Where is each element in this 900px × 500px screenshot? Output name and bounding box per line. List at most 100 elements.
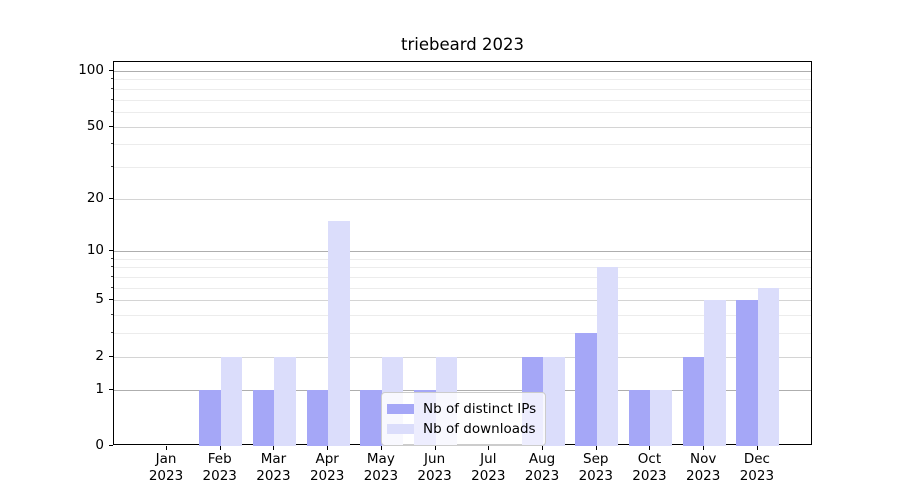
chart-title: triebeard 2023 (401, 35, 524, 54)
x-tick-year: 2023 (739, 468, 775, 484)
minor-gridline (114, 333, 811, 335)
minor-gridline (114, 267, 811, 269)
x-tick-mark (488, 446, 490, 450)
major-gridline (114, 126, 811, 128)
bar-nb-of-downloads (704, 300, 726, 446)
x-tick-year: 2023 (417, 468, 452, 484)
bar-nb-of-distinct-ips (575, 333, 597, 446)
y-tick-label: 0 (95, 437, 104, 453)
y-minor-tick-mark (111, 257, 113, 259)
legend-swatch-icon (387, 404, 414, 414)
major-gridline (114, 389, 811, 391)
x-tick-month: Feb (207, 451, 232, 467)
bar-nb-of-distinct-ips (306, 389, 329, 446)
y-tick-mark (109, 197, 113, 199)
x-tick-label: Apr 2023 (294, 451, 360, 485)
x-tick-label: Feb 2023 (187, 451, 253, 485)
y-minor-tick-mark (111, 332, 113, 334)
x-tick-label: Jun 2023 (402, 451, 468, 485)
x-tick-mark (327, 446, 329, 450)
legend-row: Nb of distinct IPs (387, 399, 536, 419)
legend-label: Nb of downloads (423, 420, 536, 437)
x-tick-month: Jun (424, 451, 446, 467)
x-tick-label: Oct 2023 (616, 451, 682, 485)
y-tick-mark (109, 355, 113, 357)
x-tick-mark (756, 446, 758, 450)
y-tick-label: 1 (95, 380, 104, 397)
y-tick-label: 100 (78, 62, 104, 78)
minor-gridline (114, 111, 811, 113)
x-tick-year: 2023 (686, 468, 721, 484)
major-gridline (114, 356, 811, 358)
minor-gridline (114, 277, 811, 279)
bar-nb-of-distinct-ips (252, 389, 275, 446)
x-tick-mark (542, 446, 544, 450)
minor-gridline (114, 79, 811, 81)
bar-nb-of-downloads (650, 389, 672, 446)
y-minor-tick-mark (111, 266, 113, 268)
x-tick-mark (595, 446, 597, 450)
plot-area (113, 61, 812, 446)
bar-nb-of-downloads (757, 287, 780, 446)
x-tick-label: Dec 2023 (724, 451, 790, 485)
bar-nb-of-downloads (274, 356, 296, 446)
x-tick-month: Sep (583, 451, 609, 467)
minor-gridline (114, 258, 811, 260)
y-minor-tick-mark (111, 165, 113, 167)
y-minor-tick-mark (111, 78, 113, 80)
x-tick-mark (649, 446, 651, 450)
x-tick-mark (166, 446, 167, 450)
y-tick-mark (109, 250, 113, 252)
y-tick-mark (109, 388, 113, 390)
y-tick-label: 2 (95, 347, 104, 364)
x-tick-label: Nov 2023 (670, 451, 736, 485)
x-tick-label: Jan 2023 (133, 451, 199, 485)
bar-nb-of-downloads (220, 356, 243, 446)
x-tick-mark (380, 446, 382, 450)
bar-nb-of-distinct-ips (682, 356, 705, 446)
x-tick-mark (273, 446, 275, 450)
x-tick-label: Mar 2023 (240, 451, 306, 485)
x-tick-mark (434, 446, 436, 450)
x-tick-year: 2023 (256, 468, 291, 484)
y-tick-mark (109, 445, 113, 446)
y-tick-label: 5 (95, 291, 104, 308)
y-tick-mark (109, 125, 113, 127)
x-tick-year: 2023 (632, 468, 667, 484)
bar-nb-of-distinct-ips (628, 389, 651, 446)
y-minor-tick-mark (111, 143, 113, 145)
legend-label: Nb of distinct IPs (423, 400, 537, 417)
x-tick-label: Aug 2023 (509, 451, 575, 485)
x-tick-month: Nov (690, 451, 717, 467)
x-tick-year: 2023 (148, 468, 184, 484)
x-tick-month: Aug (528, 451, 556, 467)
bar-nb-of-distinct-ips (199, 389, 221, 446)
bar-nb-of-downloads (328, 220, 350, 446)
minor-gridline (114, 166, 811, 168)
x-tick-year: 2023 (524, 468, 560, 484)
y-tick-label: 10 (86, 242, 104, 259)
x-tick-label: May 2023 (348, 451, 414, 485)
x-tick-year: 2023 (309, 468, 345, 484)
x-tick-month: Dec (743, 451, 770, 467)
bar-nb-of-distinct-ips (736, 300, 758, 446)
x-tick-month: Apr (315, 451, 339, 467)
y-minor-tick-mark (111, 98, 113, 100)
y-tick-mark (109, 70, 113, 71)
minor-gridline (114, 88, 811, 90)
major-gridline (114, 251, 811, 253)
y-minor-tick-mark (111, 286, 113, 288)
minor-gridline (114, 144, 811, 146)
y-minor-tick-mark (111, 276, 113, 278)
x-tick-month: Mar (260, 451, 287, 467)
x-tick-month: May (366, 451, 395, 467)
x-tick-label: Jul 2023 (455, 451, 521, 485)
y-minor-tick-mark (111, 87, 113, 89)
y-tick-label: 50 (86, 117, 104, 134)
minor-gridline (114, 287, 811, 289)
y-minor-tick-mark (111, 110, 113, 112)
x-tick-label: Sep 2023 (563, 451, 629, 485)
x-tick-month: Jan (155, 451, 177, 467)
minor-gridline (114, 315, 811, 317)
